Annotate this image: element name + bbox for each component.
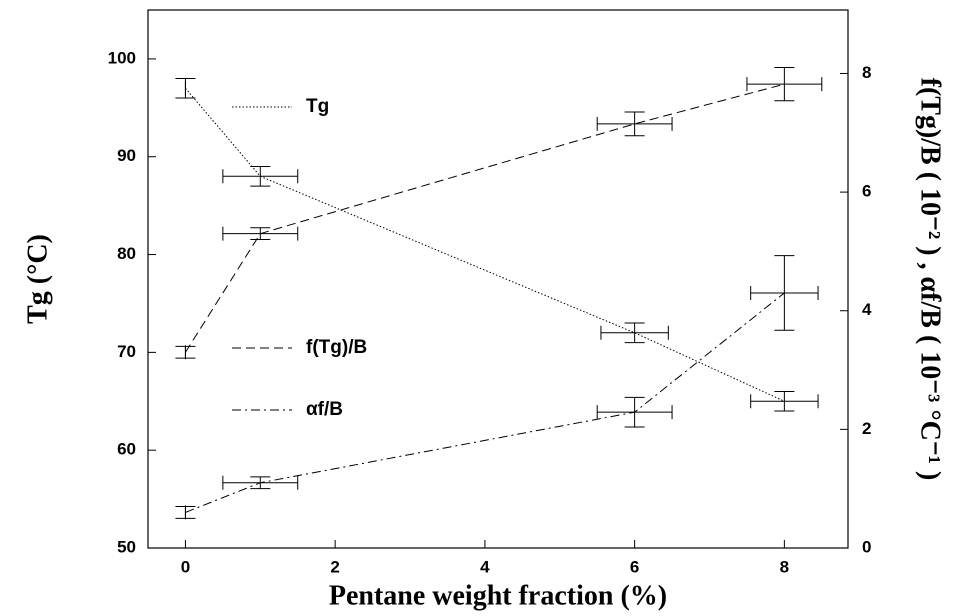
x-tick-label: 4 xyxy=(480,557,490,576)
y-tick-label: 50 xyxy=(117,537,136,556)
series-line xyxy=(185,83,785,353)
y2-tick-label: 4 xyxy=(862,300,872,319)
x-error-bar xyxy=(222,169,299,184)
x-error-bar xyxy=(596,116,673,131)
y-tick-label: 100 xyxy=(108,48,136,67)
x-error-bar xyxy=(750,394,819,409)
x-tick-label: 2 xyxy=(330,557,339,576)
x-error-bar xyxy=(222,475,299,490)
x-axis-title: Pentane weight fraction (%) xyxy=(329,580,667,611)
y2-tick-label: 0 xyxy=(862,537,871,556)
x-tick-label: 8 xyxy=(780,557,789,576)
x-error-bar xyxy=(746,77,823,92)
legend-label: f(Tg)/B xyxy=(306,337,367,358)
series-line xyxy=(185,292,785,513)
legend-label: αf/B xyxy=(306,399,343,420)
x-error-bar xyxy=(222,226,299,241)
y2-axis-title: f(Tg)/B ( 10⁻² ) , αf/B ( 10⁻³ °C⁻¹ ) xyxy=(915,78,946,481)
x-error-bar xyxy=(600,325,669,340)
y-tick-label: 70 xyxy=(117,342,136,361)
y-tick-label: 60 xyxy=(117,440,136,459)
plot-frame xyxy=(147,9,849,549)
y2-tick-label: 6 xyxy=(862,182,871,201)
x-error-bar xyxy=(750,285,819,300)
series-line xyxy=(185,87,785,402)
x-tick-label: 0 xyxy=(181,557,190,576)
y-tick-label: 80 xyxy=(117,244,136,263)
y2-tick-label: 2 xyxy=(862,419,871,438)
y-tick-label: 90 xyxy=(117,146,136,165)
x-tick-label: 6 xyxy=(630,557,639,576)
legend-label: Tg xyxy=(306,96,329,117)
x-error-bar xyxy=(596,405,673,420)
y2-tick-label: 8 xyxy=(862,63,871,82)
y-axis-title: Tg (°C) xyxy=(22,234,53,324)
